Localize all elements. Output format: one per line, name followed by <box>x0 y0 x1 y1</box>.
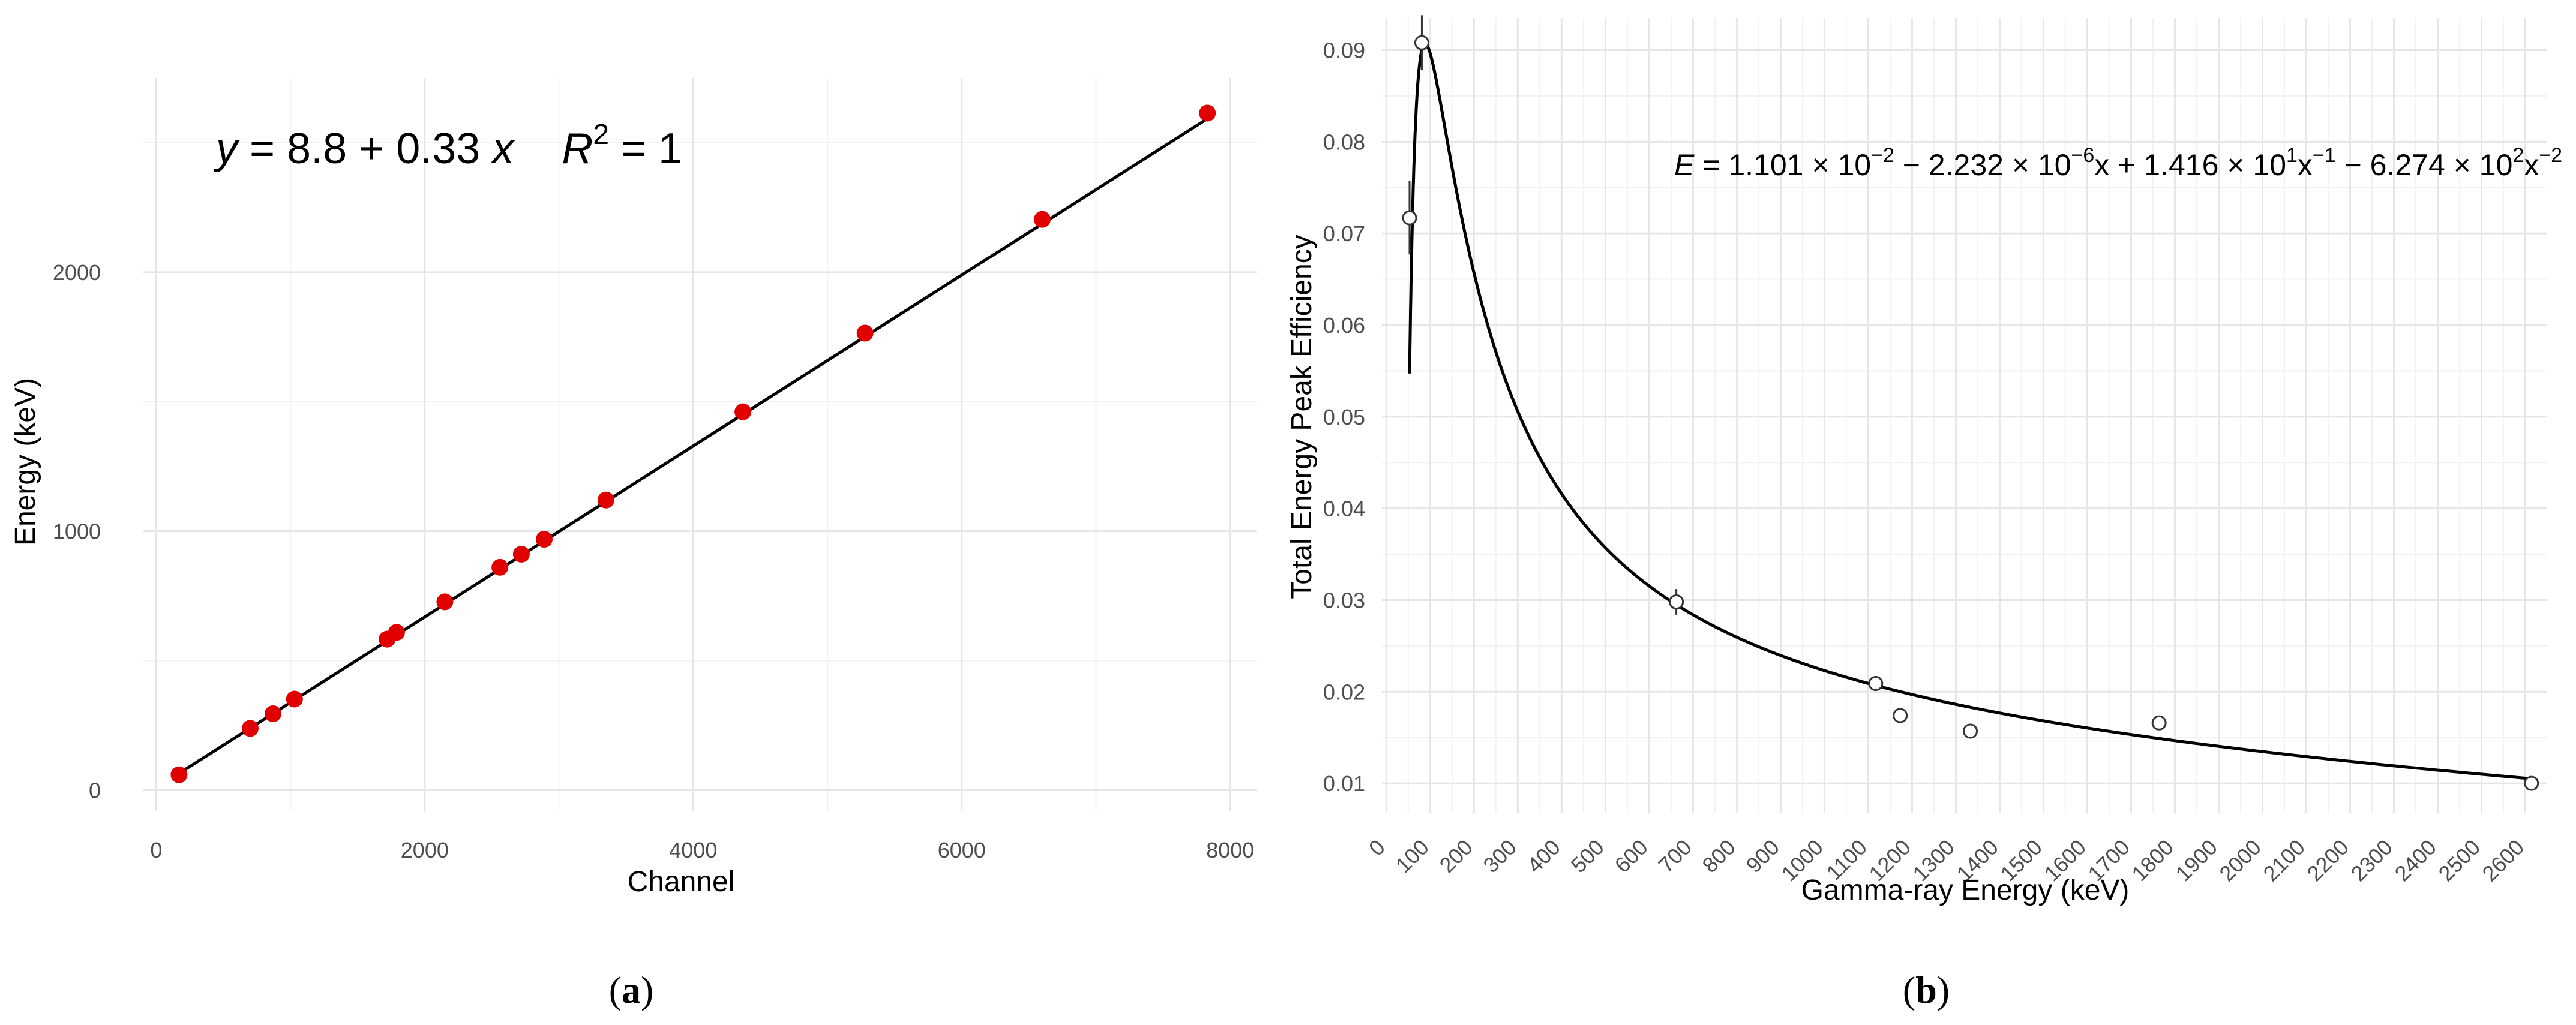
eq-a-y: y <box>213 125 240 173</box>
panel-a-chart: 0 2000 4000 6000 8000 0 1000 2000 Channel Ener… <box>10 78 1257 1011</box>
panel-a-data-point <box>535 531 553 548</box>
panel-b-data-point <box>1669 594 1684 610</box>
panel-a-data-point <box>170 766 188 783</box>
panel-a-equation: y = 8.8 + 0.33 x R2 = 1 <box>213 119 682 173</box>
panel-a-data-point <box>436 593 454 611</box>
panel-b-y-tick-label: 0.07 <box>1323 221 1365 246</box>
eq-a-r-rest: = 1 <box>609 125 682 173</box>
panel-b-x-tick-label: 100 <box>1390 835 1433 877</box>
panel-b-x-tick-label: 300 <box>1479 835 1521 877</box>
panel-a-x-tick-labels: 0 2000 4000 6000 8000 <box>150 838 1254 862</box>
eq-a-body: = 8.8 + 0.33 <box>238 125 492 173</box>
panel-b-data-point <box>1402 210 1417 226</box>
panel-b-fit-curve-group <box>1408 42 2532 780</box>
panel-a-x-axis-title: Channel <box>628 866 735 898</box>
panel-b-y-tick-label: 0.04 <box>1323 497 1365 521</box>
panel-a-fit-line <box>178 117 1208 775</box>
panel-a-y-tick-label: 0 <box>89 778 101 802</box>
panel-a-x-tick-label: 0 <box>150 838 162 862</box>
panel-b-x-axis-title: Gamma-ray Energy (keV) <box>1801 874 2130 906</box>
panel-a-data-point <box>1034 211 1051 228</box>
panel-a-x-tick-label: 6000 <box>938 838 986 862</box>
panel-a-data-point <box>388 624 405 641</box>
panel-b-x-tick-label: 2600 <box>2478 835 2529 886</box>
panel-b-x-tick-label: 800 <box>1698 835 1740 877</box>
eq-a-r-exp: 2 <box>593 119 609 151</box>
panel-a-data-point <box>265 705 282 722</box>
panel-a-y-tick-label: 2000 <box>53 260 101 285</box>
panel-a-data-point <box>1199 104 1216 122</box>
panel-b-x-tick-label: 2000 <box>2214 835 2266 886</box>
panel-b-data-point <box>1414 35 1429 50</box>
panel-b-y-tick-label: 0.06 <box>1323 313 1365 338</box>
panel-a-data-point <box>856 324 874 342</box>
panel-b-x-tick-label: 2400 <box>2390 835 2442 886</box>
panel-b-data-point <box>1893 708 1908 723</box>
panel-a-y-axis-title: Energy (keV) <box>10 378 41 546</box>
panel-b-y-tick-label: 0.09 <box>1323 38 1365 62</box>
panel-b-y-tick-label: 0.03 <box>1323 588 1365 612</box>
panel-b-y-tick-label: 0.02 <box>1323 680 1365 704</box>
panel-b-fit-curve <box>1408 42 2532 780</box>
panel-b-y-tick-labels: 0.01 0.02 0.03 0.04 0.05 0.06 0.07 0.08 0.09 <box>1323 38 1365 796</box>
panel-a-x-tick-label: 4000 <box>669 838 717 862</box>
panel-b-x-tick-label: 2500 <box>2434 835 2485 886</box>
panel-b-grid <box>1382 18 2547 813</box>
panel-b-points <box>1402 15 2539 791</box>
panel-b-y-tick-label: 0.05 <box>1323 405 1365 429</box>
panel-b-label: (b) <box>1903 969 1950 1011</box>
panel-b-x-tick-label: 2200 <box>2302 835 2353 886</box>
panel-b-x-tick-label: 1900 <box>2170 835 2222 886</box>
panel-a-data-point <box>512 545 530 563</box>
panel-b-chart: 0 100 200 300 400 500 600 700 800 900100011001200… <box>1286 15 2562 1011</box>
panel-a-x-tick-label: 2000 <box>401 838 449 862</box>
panel-a-data-point <box>241 720 259 737</box>
panel-a-fit-line-group <box>178 117 1208 775</box>
panel-a-data-point <box>734 403 752 420</box>
panel-b-x-tick-label: 900 <box>1741 835 1784 877</box>
panel-a-grid <box>143 78 1257 811</box>
panel-b-data-point <box>1962 723 1978 739</box>
panel-a-data-point <box>597 491 614 509</box>
panel-a-y-tick-labels: 0 1000 2000 <box>53 260 101 803</box>
panel-b-data-point <box>2151 715 2167 731</box>
eq-a-x: x <box>490 125 515 173</box>
panel-b-x-tick-label: 700 <box>1654 835 1696 877</box>
panel-a-points <box>170 104 1216 783</box>
panel-b-x-tick-label: 400 <box>1522 835 1565 877</box>
panel-a-label: (a) <box>609 969 654 1011</box>
panel-b-x-tick-label: 2300 <box>2346 835 2398 886</box>
panel-a-data-point <box>286 690 303 708</box>
panel-b-x-tick-label: 2100 <box>2258 835 2310 886</box>
eq-a-r: R <box>562 125 593 173</box>
panel-b-y-axis-title: Total Energy Peak Efficiency <box>1286 235 1318 599</box>
panel-b-equation: E = 1.101 × 10−2 − 2.232 × 10−6x + 1.416… <box>1674 144 2562 182</box>
panel-a-x-tick-label: 8000 <box>1206 838 1254 862</box>
panel-a-data-point <box>491 558 509 576</box>
panel-b-x-tick-label: 200 <box>1434 835 1477 877</box>
panel-b-y-tick-label: 0.08 <box>1323 130 1365 154</box>
panel-b-data-point <box>2524 775 2539 791</box>
panel-b-x-tick-label: 600 <box>1610 835 1653 877</box>
panel-b-x-tick-label: 0 <box>1364 835 1390 861</box>
panel-b-data-point <box>1868 676 1884 692</box>
panel-b-x-tick-label: 1800 <box>2127 835 2178 886</box>
panel-b-y-tick-label: 0.01 <box>1323 771 1365 796</box>
panel-a-y-tick-label: 1000 <box>53 519 101 544</box>
panel-b-x-tick-label: 500 <box>1566 835 1609 877</box>
